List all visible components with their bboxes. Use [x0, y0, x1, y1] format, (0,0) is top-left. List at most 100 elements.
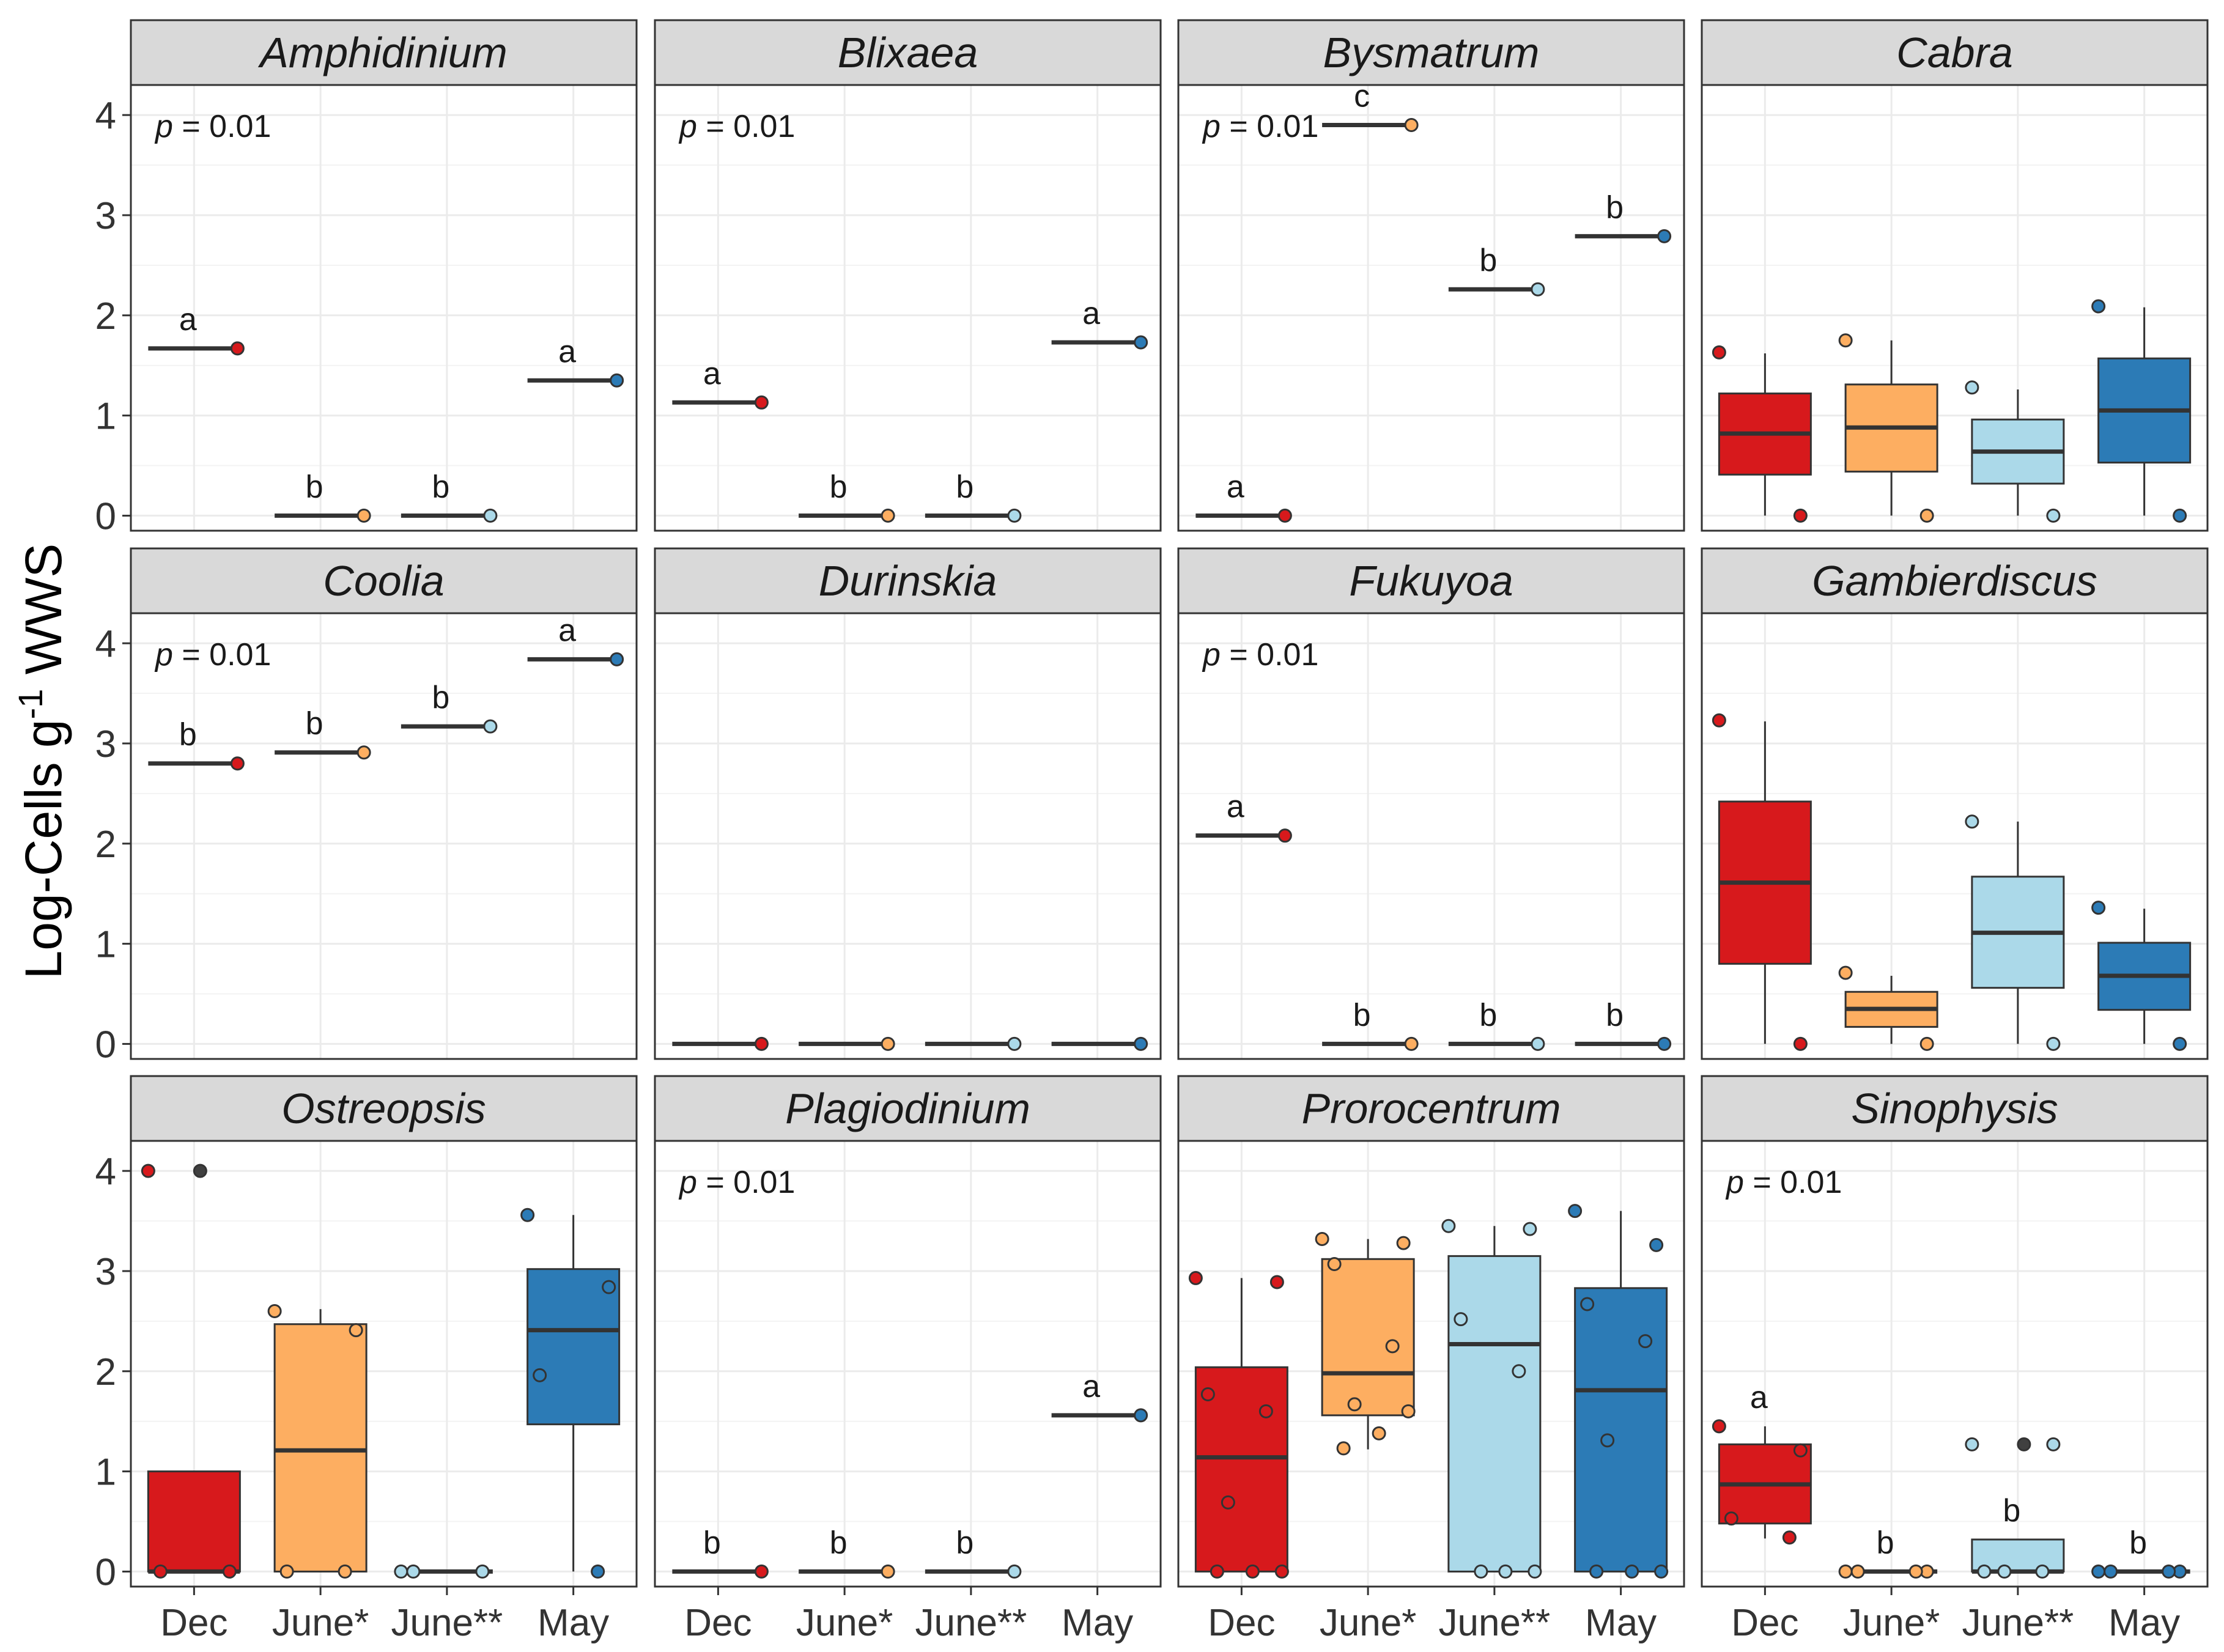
- data-point: [267, 1304, 282, 1318]
- data-point: [1274, 1564, 1289, 1579]
- x-tick-label: Dec: [160, 1602, 227, 1644]
- data-point: [1977, 1564, 1992, 1579]
- y-tick-label: 2: [95, 824, 116, 866]
- p-value-label: p = 0.01: [1202, 109, 1318, 144]
- data-point: [1724, 1511, 1738, 1526]
- significance-letter: b: [1606, 190, 1624, 225]
- facet-panel: Amphidinium a b b a p = 0.01 0 1 2 3 4: [95, 19, 638, 537]
- p-value-label: p = 0.01: [1725, 1165, 1842, 1200]
- facet-panel: Bysmatrum a c b b p = 0.01: [1177, 19, 1685, 532]
- data-point: [1372, 1426, 1386, 1440]
- data-point: [1210, 1564, 1224, 1579]
- data-point: [230, 341, 245, 356]
- data-point: [1600, 1433, 1615, 1448]
- data-point: [2046, 508, 2061, 523]
- p-value-label: p = 0.01: [678, 109, 795, 144]
- data-point: [1385, 1339, 1400, 1354]
- facet-panel: Ostreopsis 0 1 2 3 4 Dec June* June** May: [95, 1075, 638, 1644]
- data-point: [1347, 1397, 1362, 1412]
- data-point: [1007, 1036, 1022, 1051]
- data-point: [1327, 1256, 1342, 1271]
- data-point: [1712, 345, 1726, 360]
- facet-title: Fukuyoa: [1349, 557, 1513, 605]
- data-point: [1850, 1564, 1865, 1579]
- x-tick-label: Dec: [1208, 1602, 1275, 1644]
- data-point: [754, 1036, 769, 1051]
- data-point: [1568, 1204, 1583, 1219]
- data-point: [1134, 1408, 1148, 1423]
- box: [1574, 1287, 1668, 1573]
- panel-background: [131, 85, 637, 531]
- outlier-point: [193, 1163, 207, 1178]
- facet-title: Ostreopsis: [281, 1085, 486, 1132]
- facet-panel: Plagiodinium b b b a p = 0.01 Dec June* June** Ma…: [654, 1075, 1162, 1644]
- data-point: [279, 1564, 294, 1579]
- x-tick-label: Dec: [1731, 1602, 1798, 1644]
- panel-border: [130, 84, 638, 532]
- x-tick-label: May: [1062, 1602, 1133, 1644]
- y-tick-label: 0: [95, 1551, 116, 1593]
- data-point: [591, 1564, 605, 1579]
- data-point: [1838, 965, 1853, 980]
- facet-panel: Sinophysis a b b b p = 0.01 Dec June* June** May: [1701, 1075, 2209, 1644]
- significance-letter: b: [1353, 997, 1371, 1033]
- facet-strip: [130, 547, 638, 614]
- data-point: [1838, 333, 1853, 348]
- data-point: [2091, 299, 2106, 314]
- y-tick-label: 4: [95, 623, 116, 665]
- y-tick-label: 0: [95, 495, 116, 537]
- box: [1194, 1366, 1288, 1573]
- facet-title: Gambierdiscus: [1812, 557, 2097, 605]
- data-point: [1657, 1036, 1672, 1051]
- data-point: [1965, 814, 1979, 829]
- significance-letter: b: [2129, 1525, 2147, 1560]
- data-point: [1531, 282, 1545, 297]
- data-point: [1404, 118, 1419, 133]
- panel-border: [1701, 1140, 2209, 1588]
- data-point: [1654, 1564, 1669, 1579]
- data-point: [222, 1564, 237, 1579]
- facet-strip: [1177, 19, 1685, 86]
- panel-border: [654, 1140, 1162, 1588]
- significance-letter: a: [703, 356, 721, 391]
- facet-panel: Fukuyoa a b b b p = 0.01: [1177, 547, 1685, 1060]
- data-point: [1007, 508, 1022, 523]
- data-point: [2091, 1564, 2106, 1579]
- p-value-label: p = 0.01: [1202, 637, 1318, 673]
- data-point: [1625, 1564, 1639, 1579]
- x-tick-label: June*: [272, 1602, 369, 1644]
- data-point: [357, 745, 371, 760]
- y-axis-label: Log-Cells g-1 WWS: [11, 544, 73, 979]
- x-tick-label: May: [538, 1602, 609, 1644]
- data-point: [1965, 1437, 1979, 1451]
- data-point: [1793, 1036, 1808, 1051]
- p-value-label: p = 0.01: [154, 109, 271, 144]
- data-point: [1134, 1036, 1148, 1051]
- significance-letter: b: [703, 1525, 721, 1560]
- facet-panel: Blixaea a b b a p = 0.01: [654, 19, 1162, 532]
- facet-strip: [654, 1075, 1162, 1142]
- y-tick-label: 0: [95, 1023, 116, 1066]
- panel-background: [655, 85, 1161, 531]
- data-point: [1638, 1334, 1653, 1349]
- data-point: [1657, 229, 1672, 243]
- data-point: [1965, 380, 1979, 395]
- data-point: [1908, 1564, 1923, 1579]
- y-tick-label: 1: [95, 1451, 116, 1494]
- panel-background: [655, 1141, 1161, 1587]
- data-point: [1269, 1275, 1284, 1289]
- data-point: [1007, 1564, 1022, 1579]
- y-tick-label: 2: [95, 295, 116, 337]
- significance-letter: b: [830, 1525, 848, 1560]
- data-point: [1336, 1441, 1351, 1456]
- data-point: [1997, 1564, 2012, 1579]
- data-point: [1441, 1219, 1456, 1233]
- data-point: [1188, 1270, 1203, 1285]
- data-point: [1277, 508, 1292, 523]
- data-point: [1523, 1222, 1537, 1236]
- significance-letter: b: [1479, 243, 1497, 278]
- data-point: [1580, 1297, 1595, 1311]
- x-tick-label: June*: [796, 1602, 893, 1644]
- significance-letter: a: [179, 302, 197, 337]
